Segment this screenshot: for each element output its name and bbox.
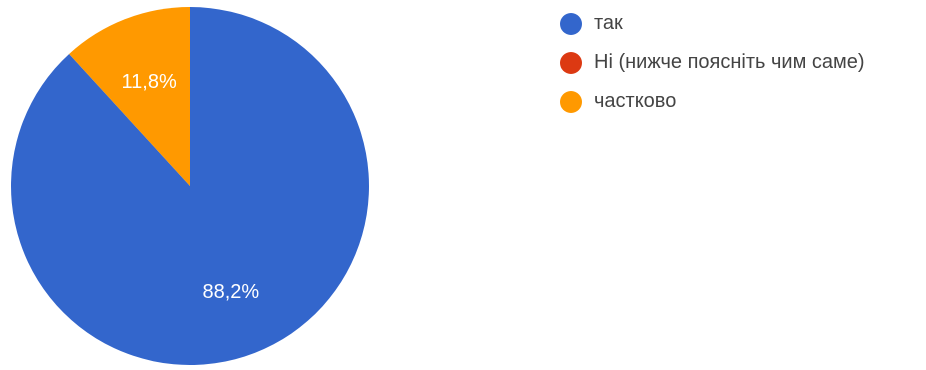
- legend-item-chastkovo[interactable]: частково: [560, 82, 865, 121]
- pie-slice-2[interactable]: [69, 7, 190, 186]
- legend-label-ni: Ні (нижче поясніть чим саме): [594, 51, 865, 73]
- pie-slice-label-2: 11,8%: [122, 71, 177, 93]
- legend-item-tak[interactable]: так: [560, 4, 865, 43]
- legend-label-chastkovo: частково: [594, 90, 677, 112]
- legend-swatch-tak: [560, 12, 582, 35]
- legend-label-tak: так: [594, 12, 623, 34]
- legend-swatch-chastkovo: [560, 90, 582, 113]
- legend-swatch-ni: [560, 51, 582, 74]
- pie-slice-label-0: 88,2%: [202, 281, 259, 303]
- legend: так Ні (нижче поясніть чим саме) частков…: [560, 4, 865, 121]
- legend-item-ni[interactable]: Ні (нижче поясніть чим саме): [560, 43, 865, 82]
- pie-slice-0[interactable]: [10, 7, 369, 365]
